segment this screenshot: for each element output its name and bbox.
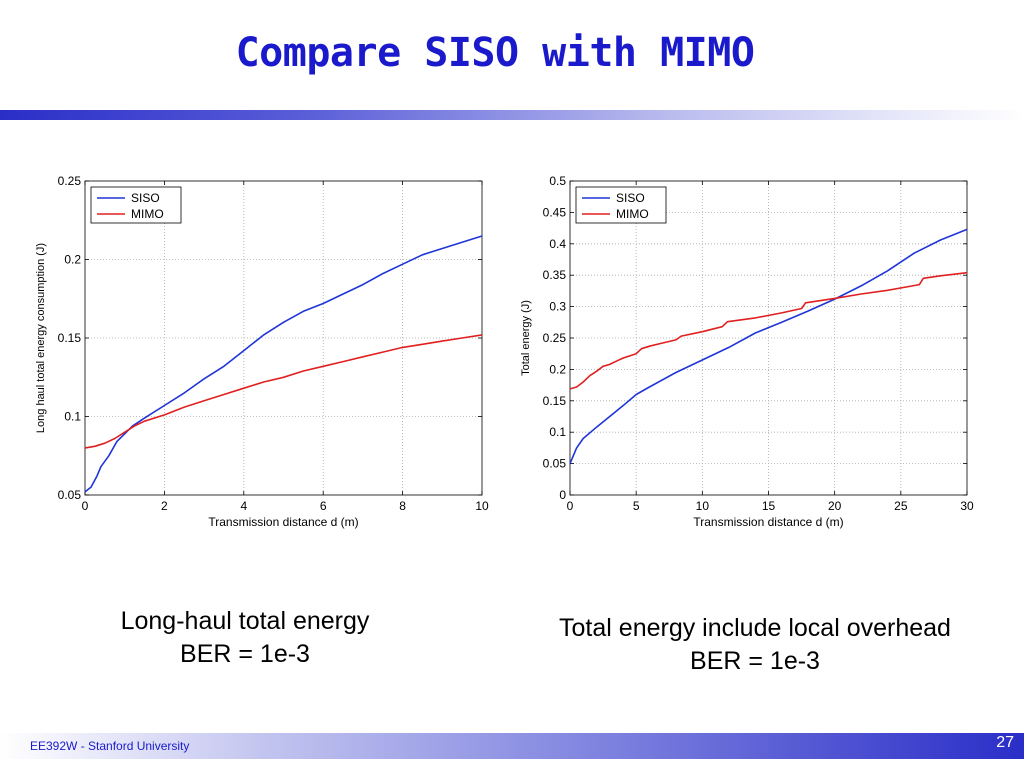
legend-label-mimo: MIMO xyxy=(131,207,164,221)
right-caption-line-1: Total energy include local overhead xyxy=(559,614,951,642)
y-axis-label: Long haul total energy consumption (J) xyxy=(35,243,47,433)
series-line-siso xyxy=(569,228,968,464)
x-tick-label: 20 xyxy=(828,499,842,513)
y-tick-label: 0.25 xyxy=(58,174,82,188)
x-tick-label: 6 xyxy=(320,499,327,513)
y-tick-label: 0.2 xyxy=(549,362,566,376)
y-tick-label: 0.05 xyxy=(58,488,82,502)
y-tick-label: 0.3 xyxy=(549,300,566,314)
x-axis-label: Transmission distance d (m) xyxy=(208,515,358,529)
series-line-mimo xyxy=(569,271,968,390)
x-tick-label: 0 xyxy=(82,499,89,513)
series-line-mimo xyxy=(84,334,483,449)
y-tick-label: 0.25 xyxy=(543,331,567,345)
x-tick-label: 5 xyxy=(633,499,640,513)
y-tick-label: 0.15 xyxy=(543,394,567,408)
x-tick-label: 4 xyxy=(240,499,247,513)
y-axis-label: Total energy (J) xyxy=(520,300,532,376)
x-tick-label: 0 xyxy=(567,499,574,513)
y-tick-label: 0.15 xyxy=(58,331,82,345)
series-line-siso xyxy=(84,235,483,493)
y-tick-label: 0.05 xyxy=(543,457,567,471)
legend-label-siso: SISO xyxy=(131,191,160,205)
legend-label-mimo: MIMO xyxy=(616,207,649,221)
x-tick-label: 10 xyxy=(475,499,489,513)
y-tick-label: 0.35 xyxy=(543,268,567,282)
chart-svg: 0 2 4 6 8 10 0.05 0.1 0.15 0.2 0.25 Transmission di… xyxy=(35,174,489,529)
y-tick-label: 0.4 xyxy=(549,237,566,251)
x-tick-label: 30 xyxy=(960,499,974,513)
long-haul-energy-chart: 0 2 4 6 8 10 0.05 0.1 0.15 0.2 0.25 Transmission di… xyxy=(30,165,500,535)
left-caption-line-2: BER = 1e-3 xyxy=(180,640,310,668)
slide-title: Compare SISO with MIMO xyxy=(235,30,755,76)
page-number: 27 xyxy=(996,734,1014,751)
x-tick-label: 8 xyxy=(399,499,406,513)
title-divider-bar xyxy=(0,110,1024,120)
y-tick-label: 0.2 xyxy=(64,253,81,267)
chart-svg: 0 5 10 15 20 25 30 0 0.05 0.1 0.15 0.2 0.25 0.3 0.35 0.… xyxy=(520,174,974,529)
legend: SISO MIMO xyxy=(90,186,182,224)
y-tick-label: 0.1 xyxy=(549,425,566,439)
x-tick-label: 15 xyxy=(762,499,776,513)
left-caption-line-1: Long-haul total energy xyxy=(120,607,370,635)
y-tick-label: 0.45 xyxy=(543,205,567,219)
footer-text: EE392W - Stanford University xyxy=(30,739,190,753)
total-energy-chart: 0 5 10 15 20 25 30 0 0.05 0.1 0.15 0.2 0.25 0.3 0.35 0.… xyxy=(515,165,985,535)
y-tick-label: 0 xyxy=(559,488,566,502)
left-caption: Long-haul total energy BER = 1e-3 xyxy=(60,605,430,671)
legend: SISO MIMO xyxy=(575,186,667,224)
footer-bar xyxy=(0,733,1024,759)
right-caption: Total energy include local overhead BER … xyxy=(505,612,1005,678)
x-tick-label: 10 xyxy=(696,499,710,513)
x-tick-label: 25 xyxy=(894,499,908,513)
legend-label-siso: SISO xyxy=(616,191,645,205)
x-tick-label: 2 xyxy=(161,499,168,513)
right-caption-line-2: BER = 1e-3 xyxy=(690,647,820,675)
x-axis-label: Transmission distance d (m) xyxy=(693,515,843,529)
y-tick-label: 0.5 xyxy=(549,174,566,188)
y-tick-label: 0.1 xyxy=(64,410,81,424)
